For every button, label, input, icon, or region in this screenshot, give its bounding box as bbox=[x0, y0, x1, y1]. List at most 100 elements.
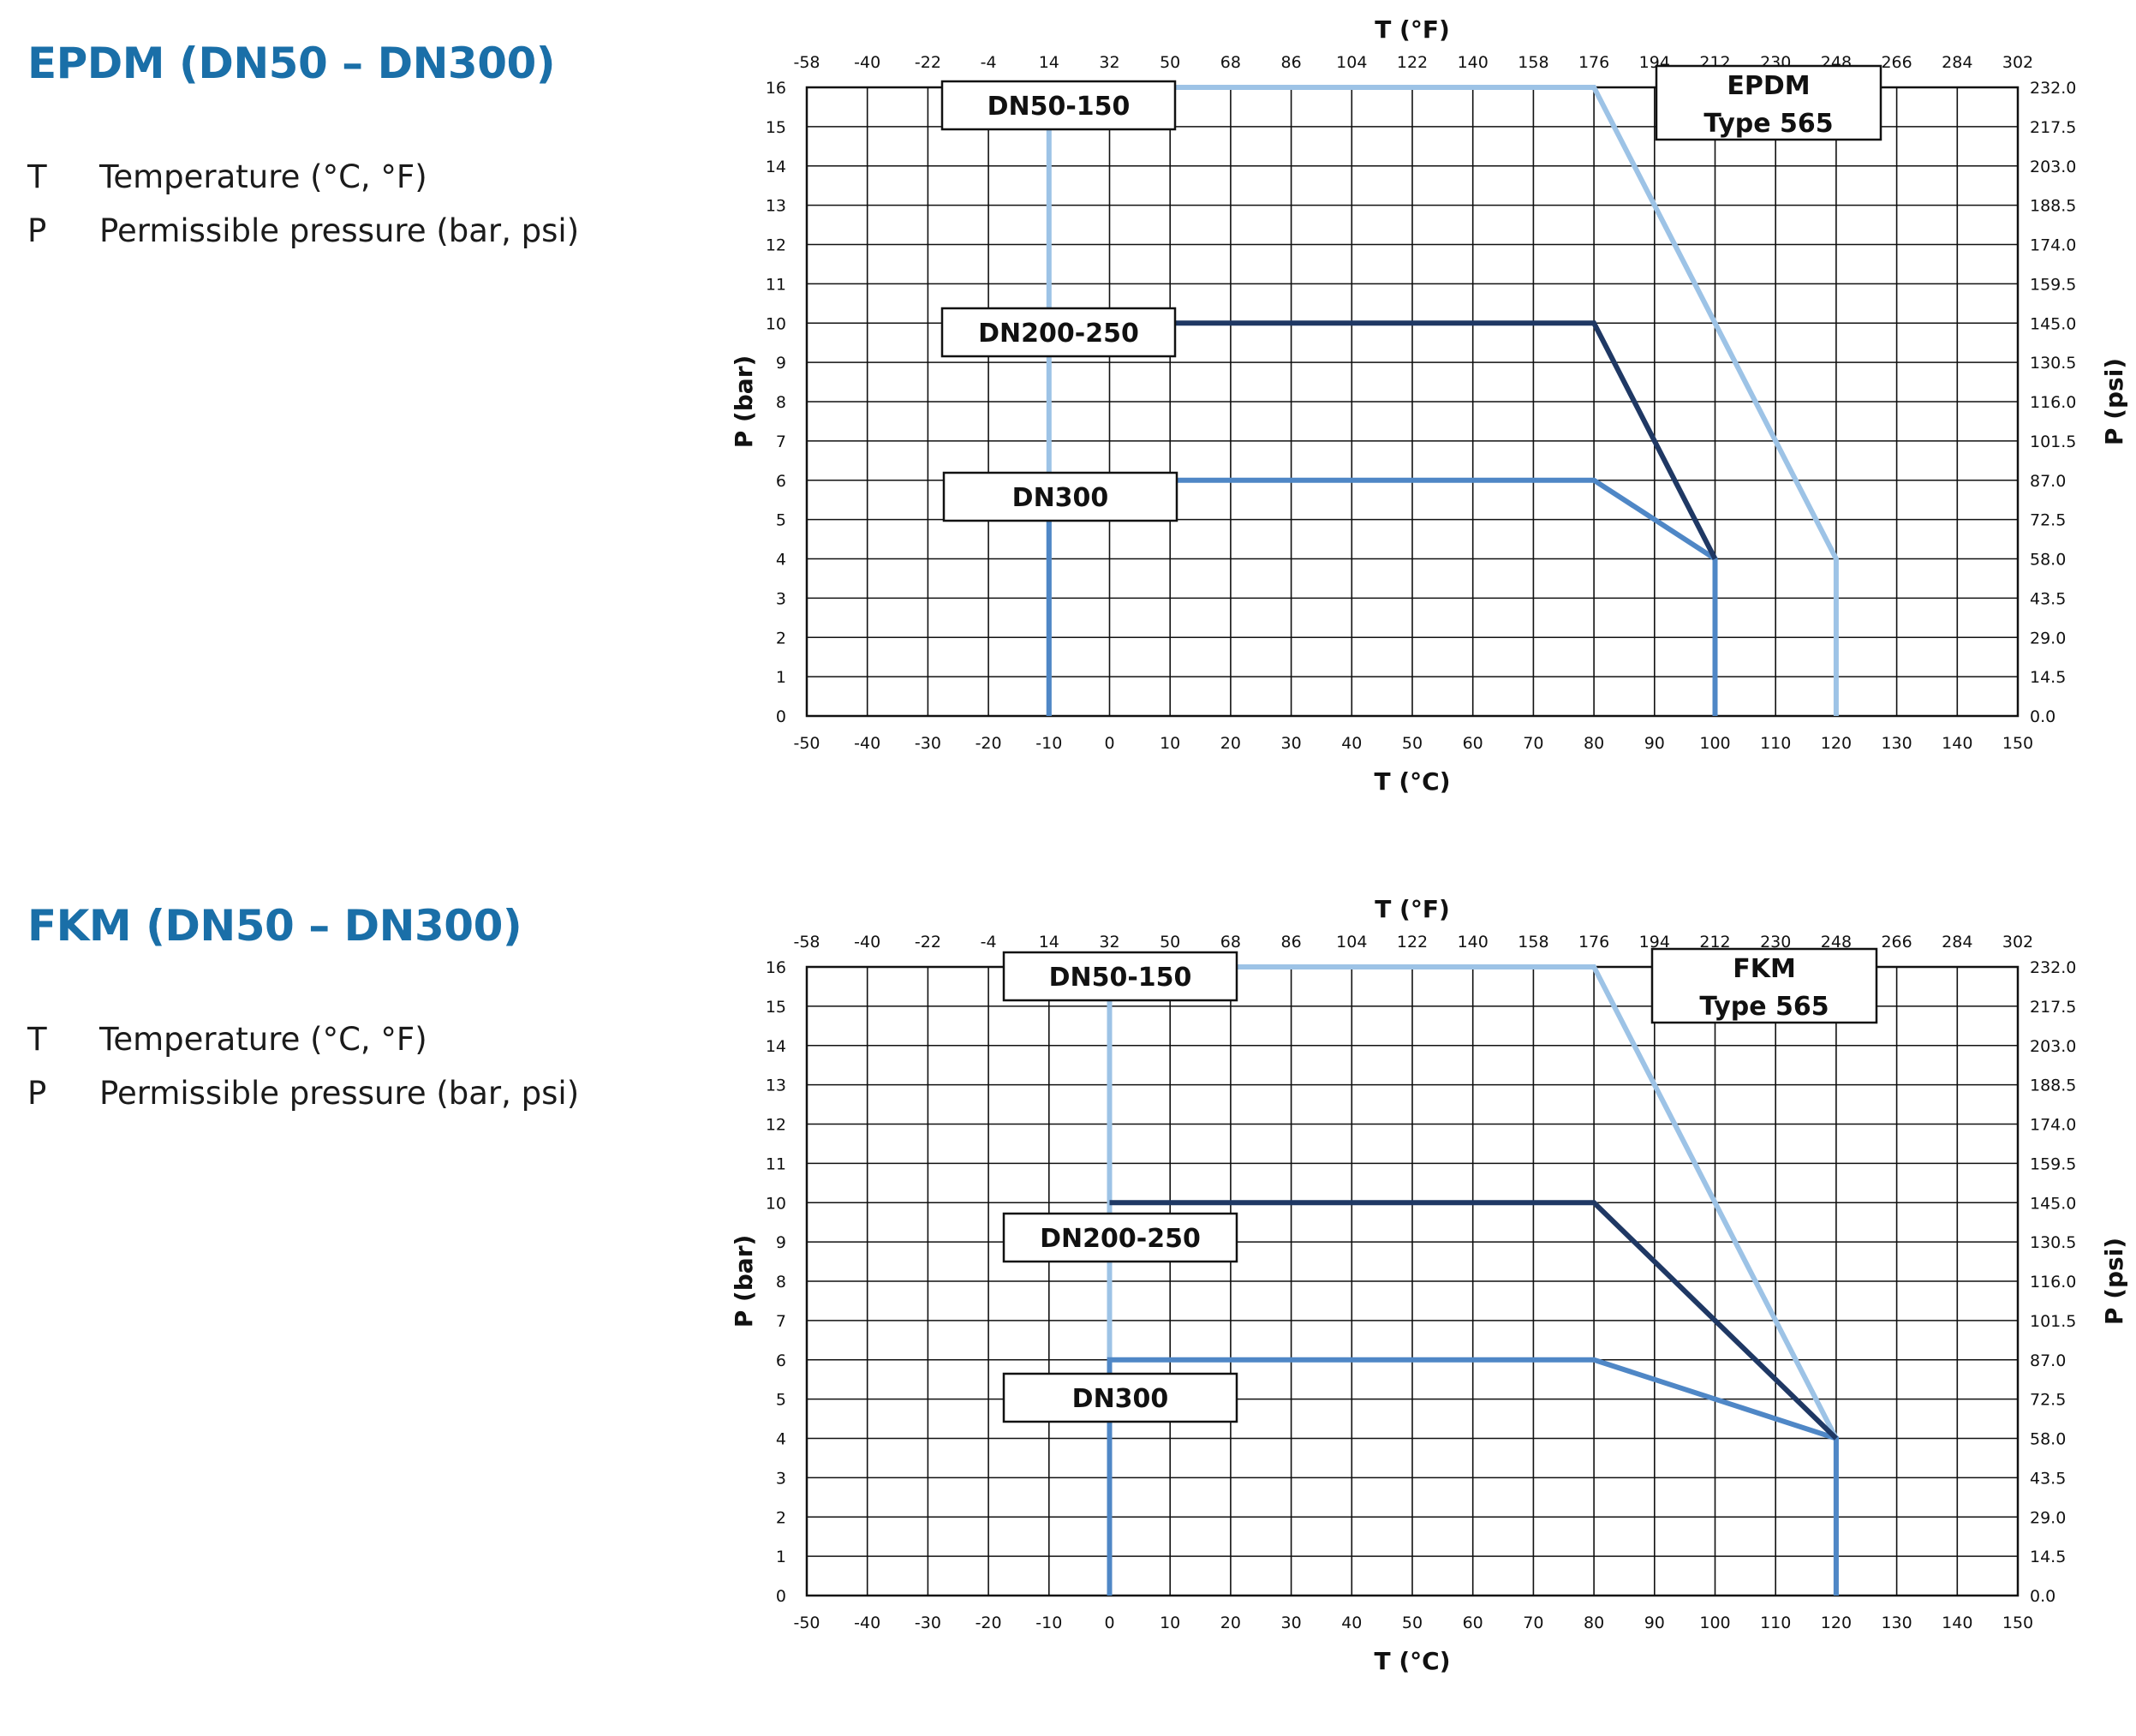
x-tick-label: 70 bbox=[1523, 734, 1543, 753]
y-axis-title: P (bar) bbox=[730, 1235, 758, 1328]
x2-tick-label: 194 bbox=[1639, 933, 1670, 952]
x2-tick-label: 266 bbox=[1881, 933, 1912, 952]
y-tick-label: 12 bbox=[766, 1116, 786, 1135]
material-info-box: FKM Type 565 bbox=[1650, 947, 1878, 1024]
y-tick-label: 14 bbox=[766, 1037, 786, 1056]
x-tick-label: -20 bbox=[976, 734, 1002, 753]
y-tick-label: 9 bbox=[776, 354, 786, 373]
y-tick-label: 15 bbox=[766, 998, 786, 1017]
x2-tick-label: 50 bbox=[1160, 933, 1180, 952]
y-tick-label: 12 bbox=[766, 236, 786, 255]
y-tick-label: 13 bbox=[766, 1077, 786, 1095]
series-label-box bbox=[940, 80, 1177, 131]
x-tick-label: -50 bbox=[793, 1614, 820, 1632]
x2-tick-label: 302 bbox=[2002, 53, 2033, 72]
x-tick-label: 80 bbox=[1584, 1614, 1604, 1632]
x2-tick-label: -58 bbox=[793, 53, 820, 72]
series-label-text: DN200-250 bbox=[1040, 1224, 1201, 1254]
y2-tick-label: 0.0 bbox=[2030, 707, 2055, 726]
x-tick-label: 30 bbox=[1281, 734, 1302, 753]
x2-tick-label: 140 bbox=[1458, 933, 1489, 952]
x2-tick-label: 158 bbox=[1518, 933, 1548, 952]
info-box-frame bbox=[1655, 64, 1882, 141]
legend-text: Temperature (°C, °F) bbox=[99, 1021, 427, 1058]
x-tick-label: -10 bbox=[1035, 734, 1062, 753]
x2-tick-label: 122 bbox=[1397, 933, 1428, 952]
info-box-line: EPDM bbox=[1727, 71, 1810, 101]
x-tick-label: -30 bbox=[915, 734, 941, 753]
legend-row-pressure: P Permissible pressure (bar, psi) bbox=[27, 1075, 579, 1112]
x2-tick-label: -22 bbox=[915, 53, 941, 72]
series-line-dn200-250 bbox=[1048, 320, 1718, 560]
y2-tick-label: 72.5 bbox=[2030, 1391, 2066, 1410]
x-tick-label: 20 bbox=[1220, 1614, 1241, 1632]
y2-tick-label: 101.5 bbox=[2030, 433, 2076, 451]
y-tick-label: 7 bbox=[776, 1312, 786, 1331]
x2-tick-label: 140 bbox=[1458, 53, 1489, 72]
epdm-pressure-temperature-chart: -50 -40 -30 -20 -10 0 10 20 30 40 50 60 70 80 90 100 110… bbox=[730, 15, 2128, 796]
y-tick-label: 11 bbox=[766, 1154, 786, 1173]
x2-tick-label: 14 bbox=[1039, 933, 1059, 952]
x-tick-label: 60 bbox=[1463, 734, 1483, 753]
y-tick-label: 6 bbox=[776, 1351, 786, 1370]
legend-text: Permissible pressure (bar, psi) bbox=[99, 1075, 580, 1112]
x2-tick-label: -4 bbox=[981, 933, 997, 952]
x-axis-title: T (°C) bbox=[1375, 1647, 1451, 1675]
x-tick-label: 110 bbox=[1760, 1614, 1791, 1632]
y2-tick-label: 101.5 bbox=[2030, 1312, 2076, 1331]
y2-tick-label: 217.5 bbox=[2030, 118, 2076, 137]
y-tick-label: 3 bbox=[776, 589, 786, 608]
x2-tick-label: 68 bbox=[1220, 53, 1241, 72]
x-axis-title: T (°C) bbox=[1375, 767, 1451, 796]
x-tick-label: -10 bbox=[1035, 1614, 1062, 1632]
x-tick-label: 140 bbox=[1942, 1614, 1972, 1632]
y-tick-label: 5 bbox=[776, 1391, 786, 1410]
y2-tick-label: 29.0 bbox=[2030, 629, 2066, 647]
info-box-line: Type 565 bbox=[1703, 109, 1833, 139]
y2-tick-label: 58.0 bbox=[2030, 551, 2066, 570]
x-tick-label: -40 bbox=[854, 1614, 880, 1632]
y-tick-label: 7 bbox=[776, 433, 786, 451]
x-tick-label: 60 bbox=[1463, 1614, 1483, 1632]
x-tick-label: 130 bbox=[1881, 1614, 1912, 1632]
y2-tick-label: 58.0 bbox=[2030, 1430, 2066, 1449]
series-label-dn200-250: DN200-250 bbox=[1002, 1212, 1238, 1263]
x-tick-label: 120 bbox=[1821, 734, 1852, 753]
x-tick-label: 100 bbox=[1699, 734, 1730, 753]
y-tick-label: 1 bbox=[776, 668, 786, 687]
y2-tick-label: 145.0 bbox=[2030, 1194, 2076, 1213]
y2-tick-label: 174.0 bbox=[2030, 1116, 2076, 1135]
x-tick-label: 10 bbox=[1160, 734, 1180, 753]
x2-tick-label: 284 bbox=[1942, 933, 1972, 952]
y-tick-label: 6 bbox=[776, 472, 786, 491]
series-label-text: DN50-150 bbox=[987, 92, 1131, 122]
x2-tick-label: 32 bbox=[1099, 933, 1119, 952]
info-box-line: FKM bbox=[1733, 954, 1796, 984]
x2-axis-title: T (°F) bbox=[1375, 895, 1450, 923]
series-label-dn50-150: DN50-150 bbox=[1002, 951, 1238, 1002]
y2-tick-label: 159.5 bbox=[2030, 1154, 2076, 1173]
y2-tick-label: 29.0 bbox=[2030, 1508, 2066, 1527]
y-axis-title: P (bar) bbox=[730, 355, 758, 449]
y-tick-label: 14 bbox=[766, 158, 786, 176]
x-tick-label: 100 bbox=[1699, 1614, 1730, 1632]
x2-tick-label: 248 bbox=[1821, 933, 1852, 952]
x-tick-label: 140 bbox=[1942, 734, 1972, 753]
x-tick-label: -30 bbox=[915, 1614, 941, 1632]
x2-tick-label: 284 bbox=[1942, 53, 1972, 72]
y-tick-label: 10 bbox=[766, 314, 786, 333]
y2-tick-label: 43.5 bbox=[2030, 1469, 2066, 1488]
y-tick-label: 8 bbox=[776, 393, 786, 412]
legend-symbol: P bbox=[27, 212, 47, 249]
x2-tick-label: -22 bbox=[915, 933, 941, 952]
info-box-line: Type 565 bbox=[1699, 992, 1829, 1022]
series-line-dn300 bbox=[1046, 477, 1718, 716]
y2-tick-label: 232.0 bbox=[2030, 958, 2076, 977]
series-label-dn300: DN300 bbox=[942, 471, 1178, 522]
x2-tick-label: -40 bbox=[854, 53, 880, 72]
x-tick-label: 90 bbox=[1644, 1614, 1665, 1632]
legend-symbol: P bbox=[27, 1075, 47, 1112]
x2-tick-label: 176 bbox=[1578, 933, 1609, 952]
legend-row-temperature: T Temperature (°C, °F) bbox=[27, 1021, 427, 1058]
info-box-frame bbox=[1650, 947, 1878, 1024]
